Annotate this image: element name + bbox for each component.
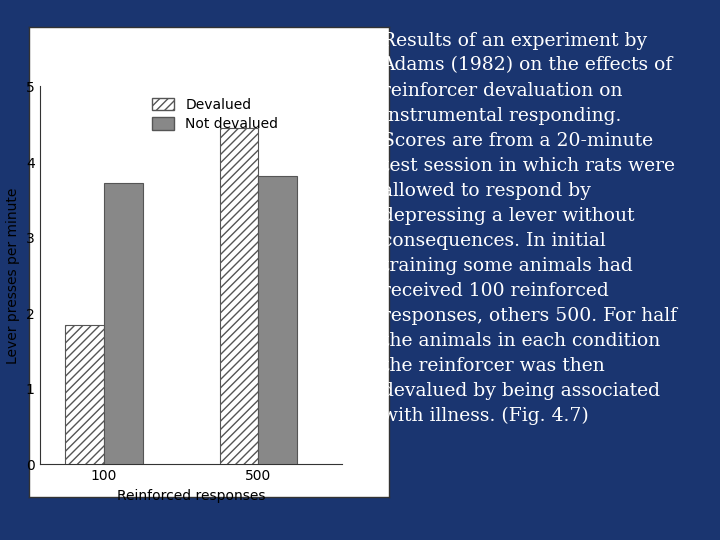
Bar bbox=[220, 128, 258, 464]
Text: Results of an experiment by
Adams (1982) on the effects of
reinforcer devaluatio: Results of an experiment by Adams (1982)… bbox=[382, 31, 677, 425]
X-axis label: Reinforced responses: Reinforced responses bbox=[117, 489, 265, 503]
Legend: Devalued, Not devalued: Devalued, Not devalued bbox=[148, 93, 282, 135]
Bar bbox=[258, 176, 297, 464]
Y-axis label: Lever presses per minute: Lever presses per minute bbox=[6, 187, 20, 363]
Bar bbox=[66, 325, 104, 464]
Bar bbox=[104, 183, 143, 464]
